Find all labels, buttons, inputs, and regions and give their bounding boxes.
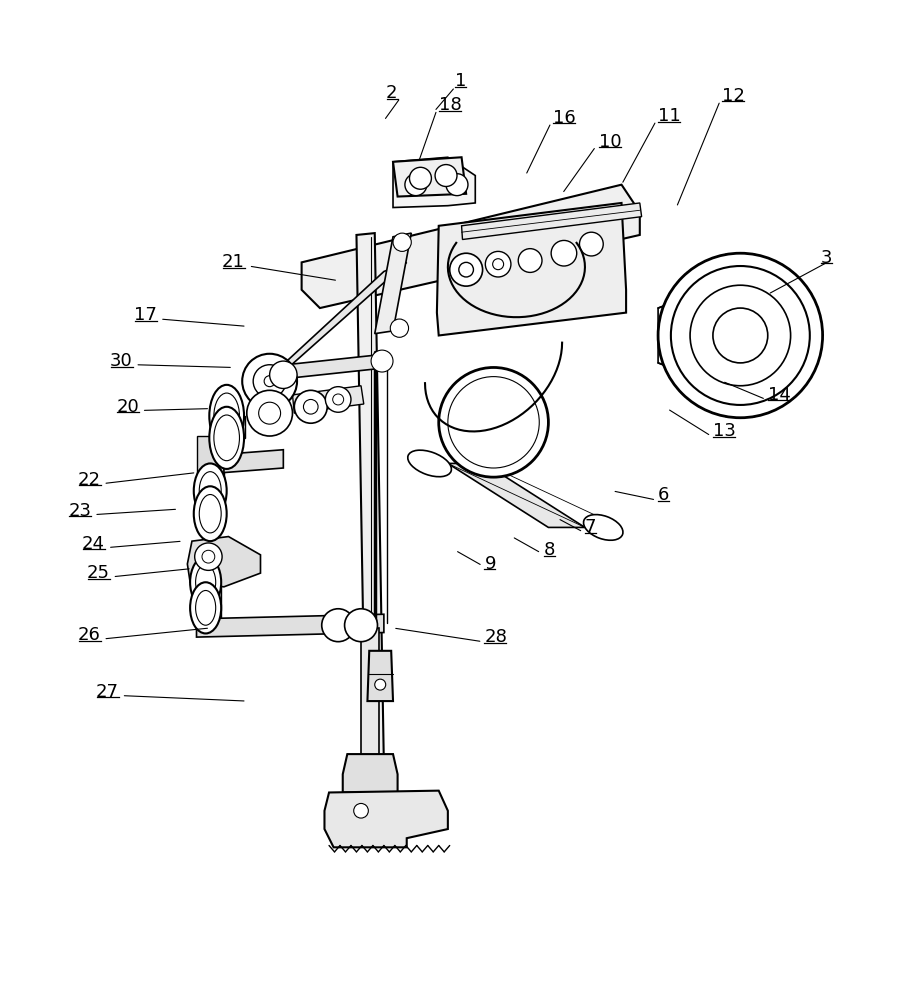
Circle shape — [333, 394, 344, 405]
Circle shape — [264, 376, 275, 387]
Circle shape — [303, 399, 318, 414]
Text: 14: 14 — [768, 386, 791, 404]
Text: 23: 23 — [69, 502, 91, 520]
Circle shape — [253, 365, 286, 398]
Polygon shape — [324, 791, 448, 847]
Polygon shape — [187, 537, 260, 587]
Ellipse shape — [196, 565, 216, 600]
Polygon shape — [462, 203, 642, 240]
Circle shape — [493, 259, 504, 270]
Bar — [681, 294, 704, 377]
Ellipse shape — [209, 407, 244, 469]
Circle shape — [371, 350, 393, 372]
Circle shape — [579, 232, 603, 256]
Polygon shape — [292, 386, 364, 413]
Polygon shape — [197, 436, 224, 518]
Polygon shape — [367, 651, 393, 701]
Ellipse shape — [199, 472, 221, 510]
Text: 16: 16 — [553, 109, 576, 127]
Circle shape — [448, 377, 539, 468]
Circle shape — [405, 174, 427, 196]
Text: 6: 6 — [658, 486, 669, 504]
Circle shape — [459, 262, 473, 277]
Polygon shape — [192, 555, 221, 619]
Circle shape — [485, 251, 511, 277]
Polygon shape — [356, 233, 384, 767]
Ellipse shape — [194, 463, 227, 518]
Text: 27: 27 — [96, 683, 119, 701]
Ellipse shape — [408, 450, 452, 477]
Text: 20: 20 — [116, 398, 139, 416]
Polygon shape — [658, 299, 681, 372]
Text: 1: 1 — [455, 72, 466, 90]
Circle shape — [242, 354, 297, 409]
Ellipse shape — [214, 415, 239, 461]
Polygon shape — [265, 262, 407, 381]
Ellipse shape — [194, 486, 227, 541]
Text: 28: 28 — [484, 628, 507, 646]
Text: 25: 25 — [87, 564, 110, 582]
Circle shape — [202, 550, 215, 563]
Circle shape — [518, 249, 542, 272]
Circle shape — [247, 390, 292, 436]
Circle shape — [393, 233, 411, 251]
Text: 11: 11 — [658, 107, 681, 125]
Circle shape — [446, 174, 468, 196]
Polygon shape — [448, 463, 585, 527]
Circle shape — [658, 253, 823, 418]
Text: 21: 21 — [222, 253, 245, 271]
Polygon shape — [375, 233, 411, 334]
Circle shape — [450, 253, 483, 286]
Ellipse shape — [190, 557, 221, 608]
Polygon shape — [197, 614, 384, 637]
Circle shape — [259, 402, 281, 424]
Circle shape — [390, 319, 409, 337]
Ellipse shape — [214, 393, 239, 439]
Circle shape — [322, 609, 355, 642]
Text: 12: 12 — [722, 87, 745, 105]
Text: 13: 13 — [713, 422, 736, 440]
Circle shape — [325, 387, 351, 412]
Text: 8: 8 — [544, 541, 555, 559]
Circle shape — [195, 543, 222, 570]
Polygon shape — [302, 185, 640, 308]
Circle shape — [435, 165, 457, 186]
Ellipse shape — [199, 495, 221, 533]
Circle shape — [354, 803, 368, 818]
Ellipse shape — [209, 385, 244, 447]
Polygon shape — [393, 157, 475, 208]
Circle shape — [409, 167, 431, 189]
Circle shape — [671, 266, 810, 405]
Ellipse shape — [190, 582, 221, 633]
Text: 24: 24 — [82, 535, 105, 553]
Polygon shape — [343, 754, 398, 792]
Text: 26: 26 — [78, 626, 101, 644]
Circle shape — [439, 367, 548, 477]
Ellipse shape — [583, 515, 623, 540]
Text: 30: 30 — [110, 352, 133, 370]
Circle shape — [270, 361, 297, 388]
Circle shape — [713, 308, 768, 363]
Circle shape — [690, 285, 791, 386]
Polygon shape — [393, 157, 466, 197]
Ellipse shape — [196, 590, 216, 625]
Text: 7: 7 — [585, 518, 597, 536]
Circle shape — [294, 390, 327, 423]
Text: 18: 18 — [439, 96, 462, 114]
Text: 17: 17 — [134, 306, 157, 324]
Text: 22: 22 — [78, 471, 101, 489]
Polygon shape — [361, 628, 379, 756]
Polygon shape — [210, 416, 245, 438]
Circle shape — [345, 609, 377, 642]
Circle shape — [375, 679, 386, 690]
Circle shape — [551, 240, 577, 266]
Text: 10: 10 — [599, 133, 622, 151]
Text: 9: 9 — [484, 555, 496, 573]
Text: 2: 2 — [386, 84, 398, 102]
Polygon shape — [260, 354, 389, 381]
Polygon shape — [437, 203, 626, 335]
Text: 3: 3 — [820, 249, 832, 267]
Polygon shape — [224, 450, 283, 473]
